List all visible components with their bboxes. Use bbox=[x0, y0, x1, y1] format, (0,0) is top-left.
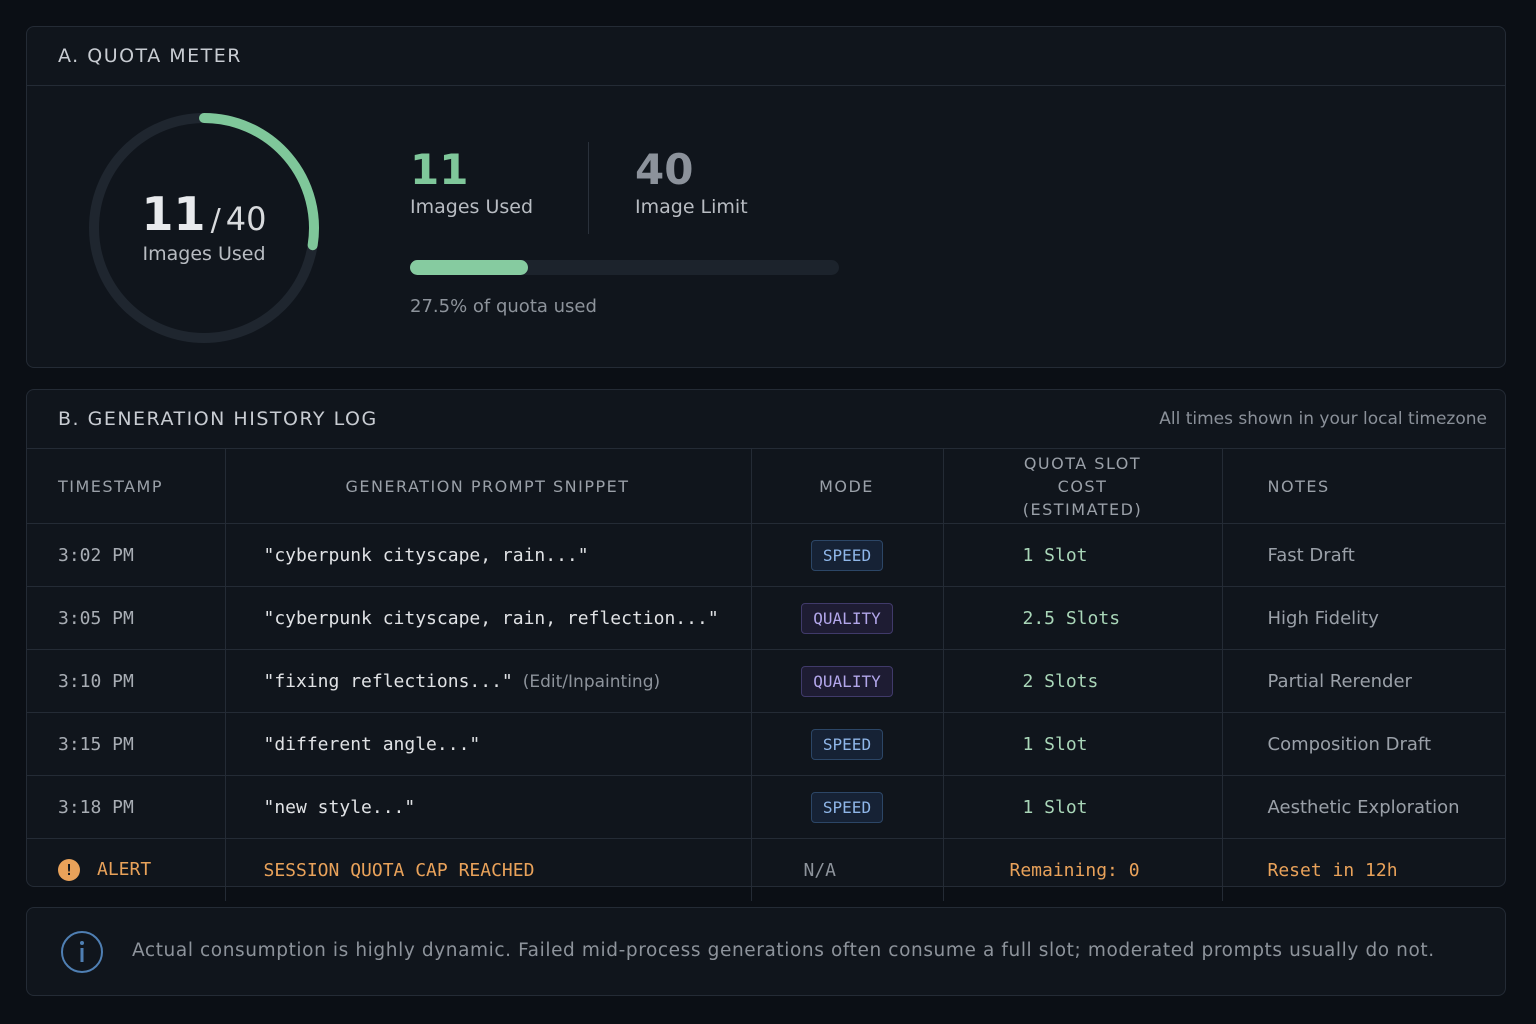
cost: 1 Slot bbox=[943, 712, 1223, 776]
timestamp: 3:15 PM bbox=[27, 712, 226, 776]
cost: 1 Slot bbox=[943, 775, 1223, 839]
mode-cell: QUALITY bbox=[751, 586, 944, 650]
alert-cost: Remaining: 0 bbox=[943, 838, 1223, 901]
ring-label: 11 / 40 Images Used bbox=[74, 187, 334, 265]
used-label: Images Used bbox=[410, 196, 533, 218]
history-row: 3:18 PM "new style..." SPEED 1 Slot Aestheti… bbox=[27, 775, 1505, 839]
mode-badge: SPEED bbox=[810, 539, 884, 571]
progress-track bbox=[410, 260, 839, 275]
cost: 2.5 Slots bbox=[943, 586, 1223, 650]
mode-badge: SPEED bbox=[810, 791, 884, 823]
mode-badge: QUALITY bbox=[801, 665, 893, 697]
alert-row: ! ALERT SESSION QUOTA CAP REACHED N/A Remain… bbox=[27, 838, 1505, 901]
notes: Aesthetic Exploration bbox=[1222, 775, 1505, 839]
column-header: GENERATION PROMPT SNIPPET bbox=[225, 449, 752, 524]
alert-notes: Reset in 12h bbox=[1267, 859, 1398, 881]
mode-cell: SPEED bbox=[751, 523, 944, 587]
prompt: "cyberpunk cityscape, rain, reflection..… bbox=[263, 607, 719, 629]
ring-limit: 40 bbox=[225, 200, 267, 238]
quota-panel: A. QUOTA METER 11 / 40 Images Used 11 Im… bbox=[26, 26, 1506, 368]
mode-cell: SPEED bbox=[751, 775, 944, 839]
history-panel: B. GENERATION HISTORY LOG All times shown… bbox=[26, 389, 1506, 901]
cost: 1 Slot bbox=[943, 523, 1223, 587]
mode-cell: QUALITY bbox=[751, 649, 944, 713]
prompt-cell: "cyberpunk cityscape, rain..." bbox=[225, 523, 752, 587]
prompt: "new style..." bbox=[263, 796, 416, 818]
notes: Partial Rerender bbox=[1222, 649, 1505, 713]
used-stat: 11 Images Used bbox=[410, 145, 533, 218]
mode-badge: SPEED bbox=[810, 728, 884, 760]
info-panel: Actual consumption is highly dynamic. Fa… bbox=[26, 907, 1506, 996]
ring-caption: Images Used bbox=[142, 243, 266, 265]
panel-title: A. QUOTA METER bbox=[58, 45, 242, 67]
alert-cell: ! ALERT bbox=[27, 838, 226, 901]
ring-arc bbox=[199, 113, 319, 251]
prompt-cell: "fixing reflections..." (Edit/Inpainting) bbox=[225, 649, 752, 713]
limit-label: Image Limit bbox=[635, 196, 748, 218]
column-header: TIMESTAMP bbox=[27, 449, 226, 524]
mode-cell: SPEED bbox=[751, 712, 944, 776]
history-row: 3:05 PM "cyberpunk cityscape, rain, refle… bbox=[27, 586, 1505, 650]
notes: High Fidelity bbox=[1222, 586, 1505, 650]
used-value: 11 bbox=[410, 145, 469, 194]
prompt-cell: "different angle..." bbox=[225, 712, 752, 776]
prompt: "different angle..." bbox=[263, 733, 481, 755]
alert-label: ALERT bbox=[97, 859, 152, 880]
column-header: MODE bbox=[751, 449, 944, 524]
limit-value: 40 bbox=[635, 145, 694, 194]
ring-used: 11 bbox=[141, 187, 206, 241]
info-icon bbox=[61, 931, 103, 973]
history-row: 3:15 PM "different angle..." SPEED 1 Slot Co… bbox=[27, 712, 1505, 776]
progress-bar bbox=[410, 260, 528, 275]
history-table: TIMESTAMP GENERATION PROMPT SNIPPET MODE QU… bbox=[27, 449, 1505, 901]
cost: 2 Slots bbox=[943, 649, 1223, 713]
column-header: NOTES bbox=[1222, 449, 1505, 524]
prompt-cell: "new style..." bbox=[225, 775, 752, 839]
limit-stat: 40 Image Limit bbox=[635, 145, 748, 218]
timestamp: 3:10 PM bbox=[27, 649, 226, 713]
quota-ring bbox=[89, 113, 319, 343]
prompt-note: (Edit/Inpainting) bbox=[522, 671, 661, 692]
notes: Composition Draft bbox=[1222, 712, 1505, 776]
history-row: 3:10 PM "fixing reflections..." (Edit/Inpa… bbox=[27, 649, 1505, 713]
alert-prompt: SESSION QUOTA CAP REACHED bbox=[225, 838, 752, 901]
percent-text: 27.5% of quota used bbox=[410, 296, 597, 317]
timestamp: 3:18 PM bbox=[27, 775, 226, 839]
panel-subtitle: All times shown in your local timezone bbox=[1159, 409, 1487, 429]
ring-sep: / bbox=[210, 203, 221, 238]
mode-badge: QUALITY bbox=[801, 602, 893, 634]
prompt: "cyberpunk cityscape, rain..." bbox=[263, 544, 589, 566]
panel-title: B. GENERATION HISTORY LOG bbox=[58, 408, 378, 430]
alert-mode: N/A bbox=[751, 838, 944, 901]
header-row: TIMESTAMP GENERATION PROMPT SNIPPET MODE QU… bbox=[27, 449, 1505, 524]
timestamp: 3:02 PM bbox=[27, 523, 226, 587]
alert-icon: ! bbox=[58, 859, 80, 881]
notes: Fast Draft bbox=[1222, 523, 1505, 587]
prompt-cell: "cyberpunk cityscape, rain, reflection..… bbox=[225, 586, 752, 650]
divider bbox=[588, 142, 589, 234]
column-header: QUOTA SLOT COST (ESTIMATED) bbox=[943, 449, 1223, 524]
timestamp: 3:05 PM bbox=[27, 586, 226, 650]
history-row: 3:02 PM "cyberpunk cityscape, rain..." SPE… bbox=[27, 523, 1505, 587]
info-text: Actual consumption is highly dynamic. Fa… bbox=[132, 940, 1435, 961]
prompt: "fixing reflections..." bbox=[263, 670, 513, 692]
